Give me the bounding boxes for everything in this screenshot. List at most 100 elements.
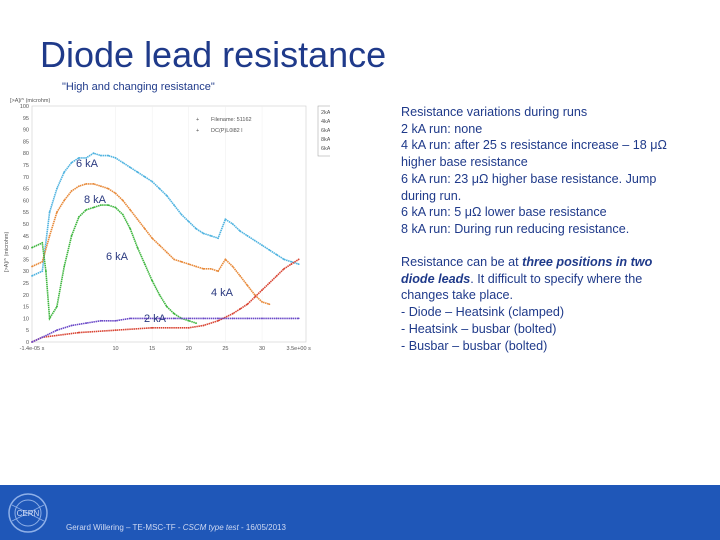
curve-label-4ka: 4 kA [211, 287, 234, 299]
series-point [114, 192, 117, 195]
series-point [202, 317, 205, 320]
series-point [129, 317, 132, 320]
logo-text: CERN [17, 509, 40, 518]
y-tick-label: 55 [23, 210, 29, 216]
x-tick-label: 10 [112, 346, 118, 350]
series-point [151, 180, 154, 183]
footer-topic: CSCM type test [182, 523, 239, 532]
text-line: higher base resistance [401, 155, 528, 170]
series-point [202, 267, 205, 270]
curve-label-6ka-top: 6 kA [76, 158, 99, 170]
x-tick-label: -1.4e-05 s [20, 346, 45, 350]
series-point [253, 239, 256, 242]
series-point [63, 199, 66, 202]
y-tick-label: 5 [26, 328, 29, 334]
y-tick-label: 80 [23, 151, 29, 157]
text-line: during run. [401, 188, 462, 203]
text-line: 6 kA run: 5 μΩ lower base resistance [401, 205, 607, 220]
series-point [48, 317, 51, 320]
legend-entry: 6kA [321, 146, 330, 152]
file-legend: + Filename: 51162 + DC(P)L0l82 l [196, 117, 252, 134]
text-line: - Heatsink – busbar (bolted) [401, 321, 557, 336]
footer-date: - 16/05/2013 [238, 523, 286, 532]
series-point [173, 317, 176, 320]
series-point [231, 265, 234, 268]
series-point [63, 171, 66, 173]
series-point [99, 154, 102, 157]
series-point [136, 246, 139, 249]
series-point [187, 263, 190, 266]
series-point [231, 317, 234, 320]
series-point [129, 166, 132, 169]
text-line: 2 kA run: none [401, 121, 483, 136]
series-point [231, 223, 234, 225]
legend-entry: 8kA [321, 137, 330, 143]
y-tick-label: 90 [23, 128, 29, 134]
series-point [70, 190, 73, 192]
series-point [70, 324, 73, 327]
series-point [129, 227, 132, 230]
series-point [114, 206, 117, 209]
series-point [48, 211, 51, 214]
series-point [107, 204, 110, 207]
y-tick-label: 75 [23, 163, 29, 169]
text-line: - Diode – Heatsink (clamped) [401, 305, 565, 320]
series-point [239, 308, 241, 310]
legend-dc-file: DC(P)L0l82 l [211, 128, 242, 134]
series-point [290, 317, 293, 320]
series-point [202, 324, 205, 327]
legend-frame [317, 105, 330, 157]
series-point [261, 289, 263, 291]
slide-title: Diode lead resistance [40, 34, 387, 75]
series-point [31, 265, 33, 268]
series-point [31, 341, 33, 343]
series-point [41, 260, 44, 263]
series-point [246, 303, 249, 306]
series-point [85, 322, 88, 325]
legend-filename: Filename: 51162 [211, 117, 252, 123]
series-point [224, 258, 227, 261]
series-point [151, 326, 154, 329]
legend-file-marker: + [196, 117, 199, 123]
y-tick-label: 10 [23, 316, 29, 322]
legend-file-marker: + [196, 128, 199, 134]
series-point [297, 258, 300, 261]
series-line [31, 204, 197, 324]
text-emphasis: diode leads [401, 271, 471, 286]
series-point [92, 152, 95, 155]
series-point [261, 317, 263, 320]
series-point [41, 270, 44, 273]
series-point [283, 267, 285, 270]
series-point [202, 232, 205, 235]
series-point [195, 227, 198, 230]
series-point [77, 157, 80, 159]
y-tick-label: 20 [23, 293, 29, 299]
series-point [143, 227, 146, 230]
x-tick-label: 20 [186, 346, 192, 350]
resistance-chart: [>A]/^ (microhm) [>A]/^ (microhm) 100959… [4, 98, 330, 350]
series-point [31, 246, 33, 249]
series-point [187, 220, 190, 223]
y-tick-label: 30 [23, 269, 29, 275]
series-point [283, 258, 285, 261]
series-point [41, 241, 44, 244]
series-point [180, 260, 183, 263]
series-point [224, 218, 227, 221]
series-point [173, 312, 176, 315]
series-point [209, 234, 212, 237]
series-point [99, 185, 102, 188]
series-point [158, 293, 161, 296]
series-point [246, 234, 249, 237]
y-tick-label: 25 [23, 281, 29, 287]
series-point [261, 300, 263, 303]
series-point [217, 270, 219, 273]
series-point [231, 312, 234, 315]
series-point [107, 187, 110, 190]
series-point [217, 237, 219, 240]
series-point [165, 251, 168, 254]
series-point [56, 305, 58, 308]
legend-entry: 6kA [321, 128, 330, 134]
series-point [99, 204, 102, 207]
footer-credit: Gerard Willering – TE-MSC-TF - CSCM type… [66, 523, 286, 532]
series-point [114, 157, 117, 159]
